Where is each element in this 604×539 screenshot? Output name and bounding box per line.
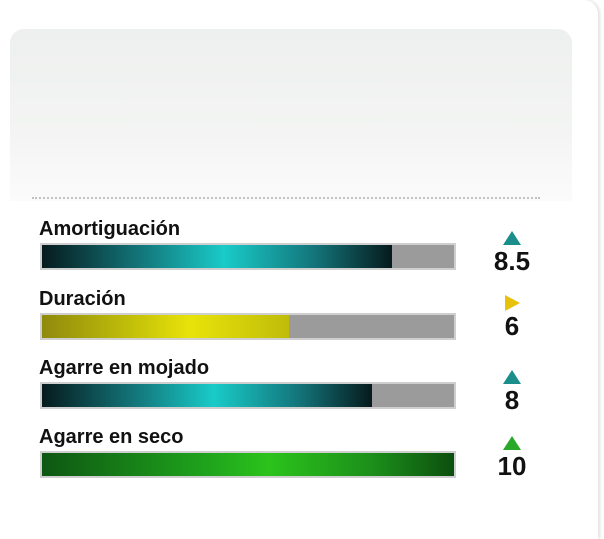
rating-bar-fill <box>42 384 372 407</box>
rating-bar-fill <box>42 315 290 338</box>
rating-score-value: 8.5 <box>493 246 531 276</box>
rating-score: 10 <box>492 435 532 479</box>
rating-row-duracion: Duración 6 <box>38 288 558 356</box>
rating-bar <box>40 243 456 270</box>
rating-label: Duración <box>39 288 126 310</box>
rating-bar <box>40 382 456 409</box>
rating-score: 8 <box>492 369 532 413</box>
rating-bar <box>40 451 456 478</box>
rating-label: Agarre en seco <box>39 426 184 448</box>
rating-score-value: 6 <box>504 311 520 341</box>
trend-up-icon <box>503 436 521 450</box>
rating-bar-fill <box>42 245 393 268</box>
rating-label: Amortiguación <box>39 218 181 240</box>
header-panel <box>10 29 572 201</box>
rating-score: 6 <box>492 295 532 339</box>
rating-label: Agarre en mojado <box>39 357 210 379</box>
rating-bar <box>40 313 456 340</box>
rating-score: 8.5 <box>492 230 532 274</box>
trend-right-icon <box>505 295 520 311</box>
rating-row-agarre-mojado: Agarre en mojado 8 <box>38 357 558 425</box>
trend-up-icon <box>503 231 521 245</box>
rating-score-value: 10 <box>497 451 527 481</box>
dotted-divider <box>32 197 540 199</box>
rating-row-agarre-seco: Agarre en seco 10 <box>38 426 558 494</box>
rating-score-value: 8 <box>504 385 520 415</box>
rating-bar-fill <box>42 453 454 476</box>
rating-row-amortiguacion: Amortiguación 8.5 <box>38 218 558 286</box>
trend-up-icon <box>503 370 521 384</box>
